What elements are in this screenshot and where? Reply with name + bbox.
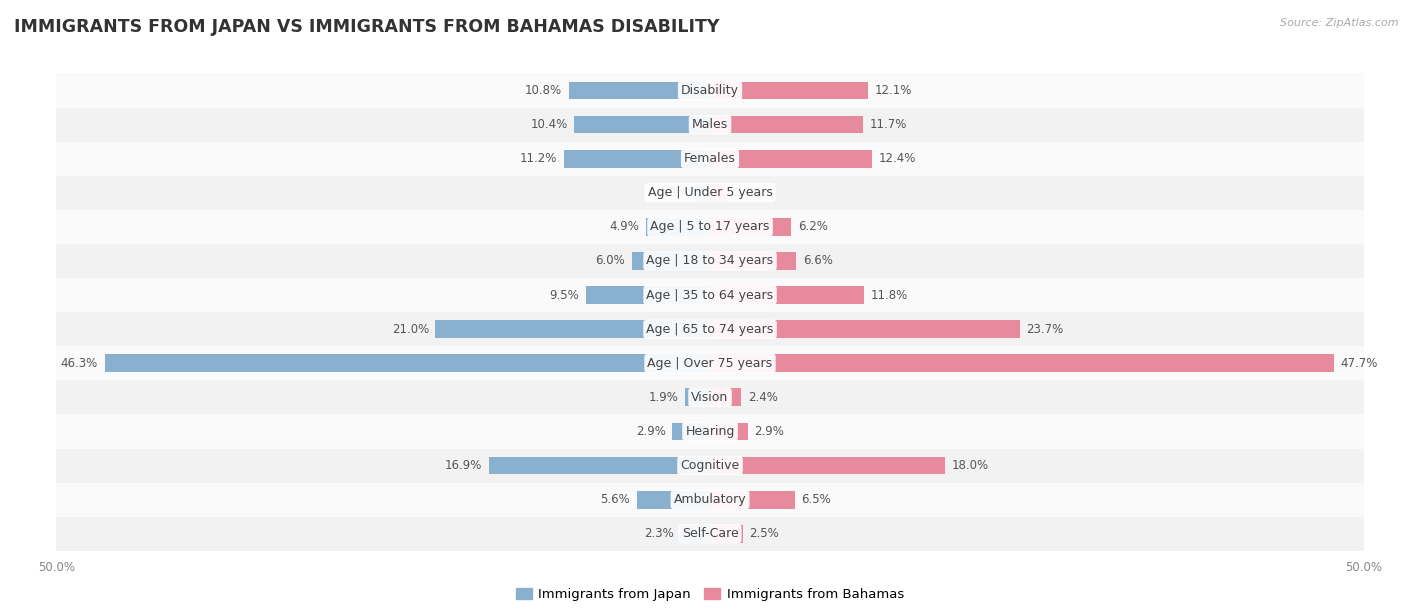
Bar xyxy=(489,457,710,474)
Bar xyxy=(637,491,710,509)
Text: 6.6%: 6.6% xyxy=(803,255,832,267)
Bar xyxy=(696,184,710,201)
Text: Ambulatory: Ambulatory xyxy=(673,493,747,506)
Text: 12.1%: 12.1% xyxy=(875,84,912,97)
Bar xyxy=(710,184,725,201)
Text: 2.4%: 2.4% xyxy=(748,391,778,404)
Text: 10.8%: 10.8% xyxy=(526,84,562,97)
Text: 1.9%: 1.9% xyxy=(648,391,679,404)
Bar xyxy=(56,278,1364,312)
Text: 23.7%: 23.7% xyxy=(1026,323,1064,335)
Text: Hearing: Hearing xyxy=(685,425,735,438)
Bar xyxy=(586,286,710,304)
Text: 2.9%: 2.9% xyxy=(636,425,665,438)
Bar xyxy=(710,389,741,406)
Text: 9.5%: 9.5% xyxy=(550,289,579,302)
Text: Disability: Disability xyxy=(681,84,740,97)
Bar xyxy=(56,414,1364,449)
Bar xyxy=(710,81,869,99)
Bar xyxy=(564,150,710,168)
Bar xyxy=(710,320,1019,338)
Text: Males: Males xyxy=(692,118,728,131)
Bar xyxy=(710,457,945,474)
Text: 2.3%: 2.3% xyxy=(644,528,673,540)
Text: Age | 5 to 17 years: Age | 5 to 17 years xyxy=(651,220,769,233)
Text: Cognitive: Cognitive xyxy=(681,459,740,472)
Text: 46.3%: 46.3% xyxy=(60,357,98,370)
Text: Self-Care: Self-Care xyxy=(682,528,738,540)
Text: Age | Over 75 years: Age | Over 75 years xyxy=(648,357,772,370)
Text: 4.9%: 4.9% xyxy=(610,220,640,233)
Bar xyxy=(710,525,742,543)
Legend: Immigrants from Japan, Immigrants from Bahamas: Immigrants from Japan, Immigrants from B… xyxy=(516,589,904,602)
Bar xyxy=(710,218,792,236)
Text: Age | Under 5 years: Age | Under 5 years xyxy=(648,186,772,200)
Text: 21.0%: 21.0% xyxy=(392,323,429,335)
Text: Age | 18 to 34 years: Age | 18 to 34 years xyxy=(647,255,773,267)
Bar xyxy=(56,141,1364,176)
Bar xyxy=(574,116,710,133)
Text: 6.5%: 6.5% xyxy=(801,493,831,506)
Text: 2.9%: 2.9% xyxy=(755,425,785,438)
Bar xyxy=(710,491,794,509)
Text: 11.2%: 11.2% xyxy=(520,152,557,165)
Bar xyxy=(56,176,1364,210)
Bar xyxy=(710,286,865,304)
Bar xyxy=(645,218,710,236)
Bar xyxy=(56,449,1364,483)
Bar xyxy=(710,150,872,168)
Bar xyxy=(56,483,1364,517)
Bar xyxy=(710,423,748,440)
Bar xyxy=(56,244,1364,278)
Text: 5.6%: 5.6% xyxy=(600,493,630,506)
Text: Age | 65 to 74 years: Age | 65 to 74 years xyxy=(647,323,773,335)
Bar xyxy=(710,354,1334,372)
Text: 18.0%: 18.0% xyxy=(952,459,988,472)
Bar xyxy=(56,210,1364,244)
Text: 16.9%: 16.9% xyxy=(446,459,482,472)
Text: Age | 35 to 64 years: Age | 35 to 64 years xyxy=(647,289,773,302)
Text: IMMIGRANTS FROM JAPAN VS IMMIGRANTS FROM BAHAMAS DISABILITY: IMMIGRANTS FROM JAPAN VS IMMIGRANTS FROM… xyxy=(14,18,720,36)
Bar xyxy=(56,346,1364,380)
Text: 2.5%: 2.5% xyxy=(749,528,779,540)
Bar xyxy=(631,252,710,270)
Bar xyxy=(56,312,1364,346)
Bar xyxy=(710,116,863,133)
Text: 1.1%: 1.1% xyxy=(659,186,689,200)
Bar xyxy=(685,389,710,406)
Bar xyxy=(710,252,796,270)
Text: 12.4%: 12.4% xyxy=(879,152,917,165)
Text: Source: ZipAtlas.com: Source: ZipAtlas.com xyxy=(1281,18,1399,28)
Bar xyxy=(436,320,710,338)
Bar xyxy=(56,517,1364,551)
Text: 6.2%: 6.2% xyxy=(797,220,828,233)
Bar xyxy=(56,380,1364,414)
Text: 11.8%: 11.8% xyxy=(870,289,908,302)
Text: Females: Females xyxy=(685,152,735,165)
Bar xyxy=(104,354,710,372)
Text: Vision: Vision xyxy=(692,391,728,404)
Bar xyxy=(56,73,1364,108)
Text: 11.7%: 11.7% xyxy=(869,118,907,131)
Text: 1.2%: 1.2% xyxy=(733,186,762,200)
Bar xyxy=(672,423,710,440)
Bar xyxy=(569,81,710,99)
Text: 10.4%: 10.4% xyxy=(530,118,568,131)
Text: 6.0%: 6.0% xyxy=(595,255,626,267)
Bar xyxy=(681,525,710,543)
Text: 47.7%: 47.7% xyxy=(1340,357,1378,370)
Bar xyxy=(56,108,1364,141)
